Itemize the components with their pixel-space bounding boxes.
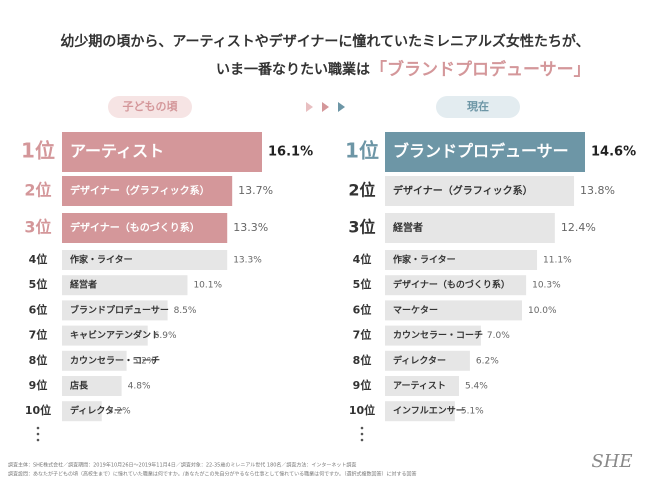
rank-label: 3位: [24, 218, 51, 237]
bar: [62, 325, 148, 346]
value-label: 5.2%: [133, 356, 156, 366]
bar: [62, 300, 168, 321]
bar: [62, 401, 102, 422]
footnote: 調査設問：あなたが子どもの頃（高校生まで）に憧れていた職業は何ですか。/あなたが…: [8, 471, 417, 478]
title-line2: いま一番なりたい職業は: [216, 61, 370, 78]
bar-label: ブランドプロデューサー: [70, 304, 169, 316]
rank-label: 6位: [353, 302, 372, 316]
value-label: 13.3%: [233, 256, 262, 266]
bar-label: キャビンアテンダント: [70, 329, 160, 341]
footnote: 調査主体：SHE株式会社／調査期間：2019年10月26日〜2019年11月4日…: [8, 462, 356, 469]
rank-label: 3位: [348, 218, 375, 237]
arrows: [306, 102, 345, 112]
bar: [385, 275, 527, 296]
bar: [385, 401, 455, 422]
bar-label: 経営者: [70, 279, 97, 291]
period-label: 子どもの頃: [123, 99, 179, 113]
value-label: 8.5%: [174, 306, 197, 316]
bar-label: デザイナー（ものづくり系）: [70, 221, 200, 234]
rank-label: 4位: [353, 252, 372, 266]
value-label: 14.6%: [591, 145, 636, 160]
period-pill: [108, 96, 192, 118]
period-pill: [436, 96, 520, 118]
rank-label: 1位: [345, 139, 379, 163]
value-label: 13.3%: [233, 221, 268, 234]
bar-label: デザイナー（グラフィック系）: [393, 184, 533, 197]
bar: [385, 350, 470, 371]
period-label: 現在: [467, 99, 489, 113]
value-label: 10.3%: [532, 281, 561, 291]
bar: [385, 176, 575, 206]
value-label: 10.1%: [193, 281, 222, 291]
bar-label: ディレクター: [393, 354, 446, 366]
bar: [62, 376, 122, 396]
bar: [385, 300, 522, 321]
bar: [385, 213, 555, 243]
value-label: 5.4%: [465, 382, 488, 392]
bar: [385, 250, 538, 270]
bar-label: 店長: [70, 380, 89, 392]
bar-label: インフルエンサー: [393, 406, 465, 417]
ellipsis: [36, 426, 364, 442]
bar-label: カウンセラー・コーチ: [393, 330, 483, 341]
rank-label: 9位: [353, 378, 372, 392]
value-label: 6.2%: [476, 356, 499, 366]
value-label: 3.2%: [108, 407, 131, 417]
bar-label: 作家・ライター: [70, 254, 133, 266]
bar-label: デザイナー（グラフィック系）: [70, 184, 210, 197]
value-label: 5.1%: [461, 407, 484, 417]
rank-label: 10位: [25, 403, 51, 417]
rank-label: 9位: [29, 378, 48, 392]
bar: [62, 213, 228, 243]
bar-label: マーケター: [393, 304, 438, 316]
rank-label: 2位: [24, 181, 51, 200]
rank-label: 7位: [353, 328, 372, 342]
rank-label: 4位: [29, 252, 48, 266]
bar: [385, 325, 481, 346]
bar-label: ブランドプロデューサー: [393, 142, 569, 161]
rank-label: 8位: [29, 353, 48, 367]
title-highlight: 「ブランドプロデューサー」: [370, 59, 591, 80]
value-label: 4.8%: [128, 382, 151, 392]
value-label: 11.1%: [543, 256, 572, 266]
value-label: 13.7%: [238, 184, 273, 197]
bar: [62, 275, 188, 296]
value-label: 12.4%: [561, 221, 596, 234]
rank-label: 7位: [29, 328, 48, 342]
bar: [62, 350, 127, 371]
value-label: 7.0%: [487, 331, 510, 341]
rank-label: 5位: [353, 277, 372, 291]
bar-label: デザイナー（ものづくり系）: [393, 279, 510, 291]
rank-label: 1位: [21, 139, 55, 163]
bar-label: アーティスト: [70, 142, 164, 161]
bar-label: 作家・ライター: [393, 254, 456, 266]
rank-label: 2位: [348, 181, 375, 200]
bar: [62, 176, 233, 206]
bar: [385, 132, 585, 172]
value-label: 6.9%: [154, 331, 177, 341]
value-label: 16.1%: [268, 145, 313, 160]
rank-label: 8位: [353, 353, 372, 367]
value-label: 10.0%: [528, 306, 557, 316]
title-line1: 幼少期の頃から、アーティストやデザイナーに憧れていたミレニアルズ女性たちが、: [60, 33, 589, 50]
rank-label: 10位: [349, 403, 375, 417]
bar-label: アーティスト: [393, 381, 446, 392]
bar: [62, 250, 228, 270]
bar: [62, 132, 262, 172]
value-label: 13.8%: [580, 184, 615, 197]
logo: SHE: [591, 451, 632, 472]
bar: [385, 376, 459, 396]
bar-label: 経営者: [393, 221, 423, 234]
bar-label: ディレクター: [70, 405, 123, 417]
rank-label: 6位: [29, 302, 48, 316]
rank-label: 5位: [29, 277, 48, 291]
bar-label: カウンセラー・コーチ: [70, 355, 160, 366]
